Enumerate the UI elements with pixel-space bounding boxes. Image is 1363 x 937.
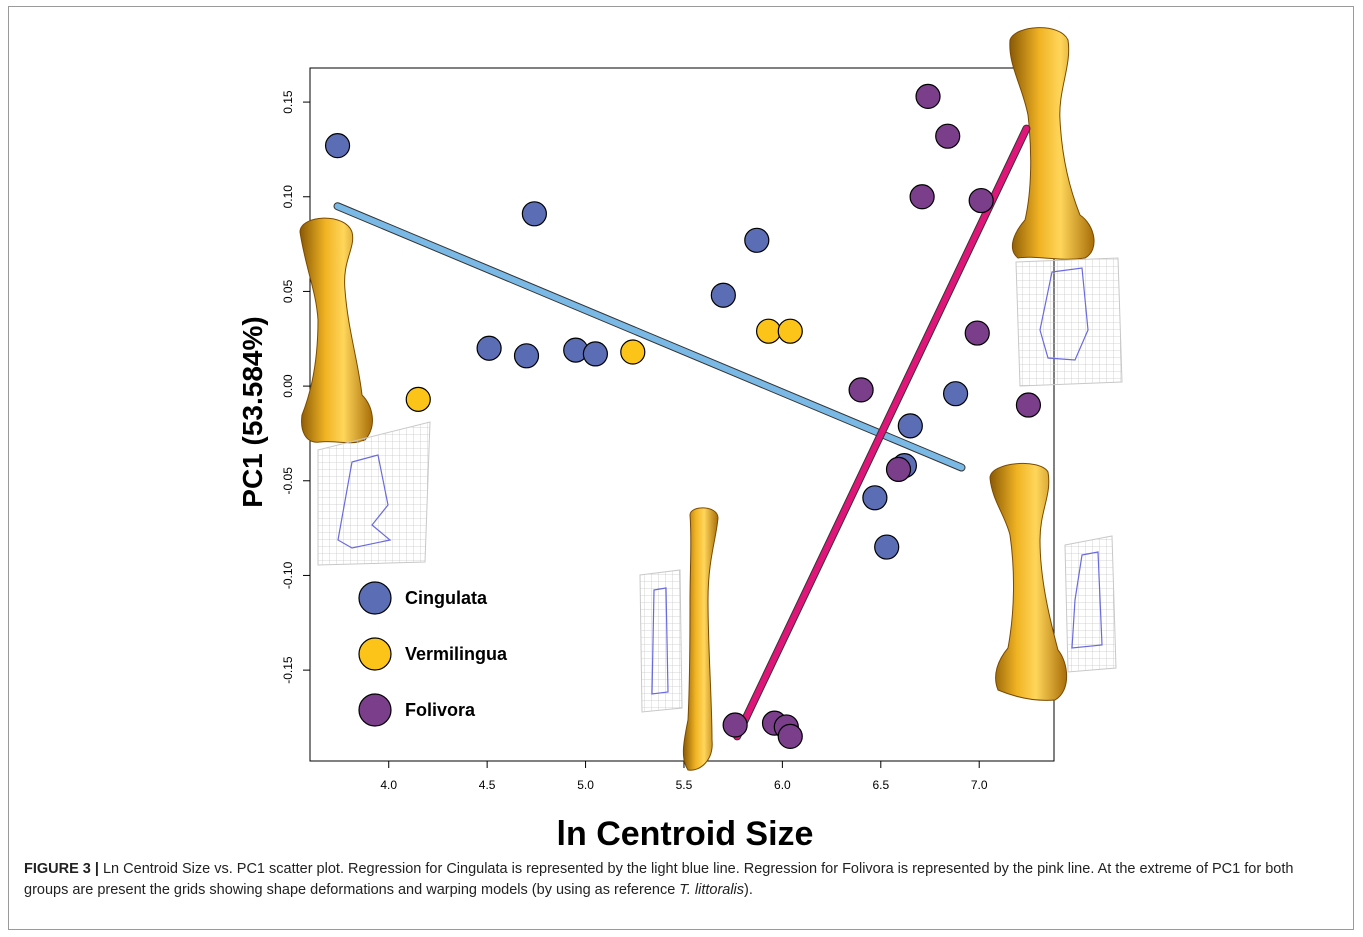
point-cingulata xyxy=(324,133,351,159)
point-folivora xyxy=(968,187,994,214)
y-axis: -0.15 -0.10 -0.05 0.00 0.05 0.10 0.15 xyxy=(281,90,310,684)
caption-text-before: Ln Centroid Size vs. PC1 scatter plot. R… xyxy=(24,861,1294,898)
caption-species: T. littoralis xyxy=(679,882,745,898)
point-cingulata xyxy=(942,381,969,407)
legend-marker-vermilingua xyxy=(358,637,392,671)
y-tick-label: -0.15 xyxy=(281,656,295,684)
legend: Cingulata Vermilingua Folivora xyxy=(358,581,508,727)
y-tick-label: 0.10 xyxy=(281,185,295,209)
warp-grid-folivora-high xyxy=(1015,257,1123,387)
legend-marker-cingulata xyxy=(358,581,392,615)
y-tick-label: 0.05 xyxy=(281,279,295,303)
warp-grid-folivora-low xyxy=(1064,535,1117,673)
point-vermilingua xyxy=(756,318,782,344)
x-axis-title: ln Centroid Size xyxy=(557,815,814,853)
warp-grid-cingulata-low xyxy=(639,569,683,713)
x-tick-label: 4.5 xyxy=(479,778,496,792)
regression-line-folivora xyxy=(734,125,1030,740)
point-vermilingua xyxy=(405,386,431,412)
point-cingulata xyxy=(521,201,547,227)
scatter-chart: 4.0 4.5 5.0 5.5 6.0 6.5 7.0 -0.15 -0.10 -0.05 0.0… xyxy=(237,27,1123,853)
point-cingulata xyxy=(710,282,736,308)
point-vermilingua xyxy=(777,318,803,344)
point-cingulata xyxy=(874,534,900,560)
x-tick-label: 6.5 xyxy=(872,778,889,792)
point-cingulata xyxy=(897,413,923,439)
regression-lines xyxy=(333,124,1031,741)
point-folivora xyxy=(885,456,912,483)
x-axis: 4.0 4.5 5.0 5.5 6.0 6.5 7.0 xyxy=(380,761,988,792)
y-tick-label: -0.05 xyxy=(281,467,295,495)
legend-label-folivora: Folivora xyxy=(405,700,476,720)
bone-illustration-cingulata-low xyxy=(682,507,719,771)
x-tick-label: 5.5 xyxy=(676,778,693,792)
point-folivora xyxy=(722,712,748,738)
point-cingulata xyxy=(513,343,540,369)
point-cingulata xyxy=(476,335,502,361)
y-tick-label: -0.10 xyxy=(281,561,295,589)
point-folivora xyxy=(909,184,935,210)
legend-label-cingulata: Cingulata xyxy=(405,588,488,608)
point-vermilingua xyxy=(620,339,646,365)
point-cingulata xyxy=(744,227,770,253)
legend-marker-folivora xyxy=(358,693,392,727)
x-tick-label: 5.0 xyxy=(577,778,594,792)
y-tick-label: 0.00 xyxy=(281,374,295,398)
y-tick-label: 0.15 xyxy=(281,90,295,114)
point-folivora xyxy=(848,377,874,403)
point-folivora xyxy=(964,320,990,346)
x-tick-label: 7.0 xyxy=(971,778,988,792)
x-tick-label: 4.0 xyxy=(380,778,397,792)
point-folivora xyxy=(935,123,961,149)
bone-illustration-folivora-high xyxy=(1009,27,1095,260)
data-points xyxy=(324,83,1042,749)
point-cingulata xyxy=(862,485,888,511)
point-folivora xyxy=(1015,392,1042,418)
caption-label: FIGURE 3 | xyxy=(24,861,99,877)
figure-frame xyxy=(8,6,1354,930)
regression-line-cingulata xyxy=(334,203,965,471)
point-folivora xyxy=(915,83,941,110)
legend-label-vermilingua: Vermilingua xyxy=(405,644,508,664)
figure-caption: FIGURE 3 | Ln Centroid Size vs. PC1 scat… xyxy=(24,859,1334,901)
point-folivora xyxy=(777,723,803,749)
warp-grid-cingulata-high xyxy=(317,421,431,566)
y-axis-title: PC1 (53.584%) xyxy=(237,316,268,507)
x-tick-label: 6.0 xyxy=(774,778,791,792)
plot-area xyxy=(309,67,1055,762)
bone-illustration-folivora-low xyxy=(989,462,1068,701)
caption-text-after: ). xyxy=(744,882,753,898)
point-cingulata xyxy=(582,341,608,367)
